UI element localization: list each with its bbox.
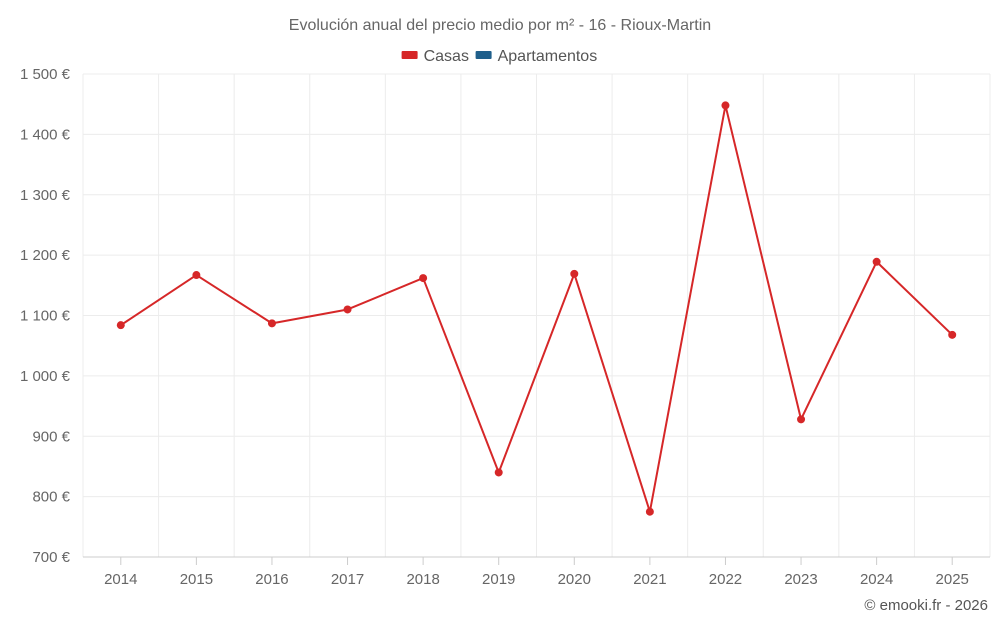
data-point-casas[interactable] [267, 319, 276, 328]
legend-swatch [401, 51, 418, 59]
x-tick-label: 2017 [331, 571, 364, 588]
y-tick-label: 1 000 € [20, 368, 71, 385]
data-point-casas[interactable] [645, 507, 654, 516]
x-tick-label: 2023 [784, 571, 817, 588]
legend-item-apartamentos[interactable]: Apartamentos [475, 48, 598, 65]
y-tick-label: 1 300 € [20, 187, 71, 204]
data-point-casas[interactable] [721, 101, 730, 110]
y-tick-label: 800 € [32, 489, 70, 506]
series-layer [116, 101, 957, 516]
legend-label: Casas [424, 48, 469, 65]
data-point-casas[interactable] [192, 271, 201, 280]
y-tick-label: 700 € [32, 549, 70, 566]
y-tick-label: 1 500 € [20, 66, 71, 83]
x-tick-label: 2014 [104, 571, 137, 588]
data-point-casas[interactable] [570, 269, 579, 278]
chart-title: Evolución anual del precio medio por m² … [289, 17, 711, 34]
x-tick-label: 2019 [482, 571, 515, 588]
data-point-casas[interactable] [419, 274, 428, 283]
y-tick-label: 900 € [32, 428, 70, 445]
legend-swatch [475, 51, 492, 59]
y-tick-label: 1 200 € [20, 247, 71, 264]
x-tick-label: 2021 [633, 571, 666, 588]
x-tick-label: 2022 [709, 571, 742, 588]
data-point-casas[interactable] [948, 330, 957, 339]
data-point-casas[interactable] [872, 257, 881, 266]
legend: Casas Apartamentos [401, 48, 598, 65]
x-tick-label: 2025 [936, 571, 969, 588]
data-point-casas[interactable] [494, 468, 503, 477]
x-tick-label: 2015 [180, 571, 213, 588]
y-tick-label: 1 400 € [20, 126, 71, 143]
x-tick-label: 2024 [860, 571, 893, 588]
x-tick-label: 2020 [558, 571, 591, 588]
data-point-casas[interactable] [343, 305, 352, 314]
grid [82, 73, 991, 557]
legend-label: Apartamentos [498, 48, 598, 65]
axes: 700 € 800 € 900 € 1 000 € 1 100 € 1 200 € 1 30… [20, 66, 990, 588]
data-point-casas[interactable] [797, 415, 806, 424]
x-tick-label: 2016 [255, 571, 288, 588]
y-tick-label: 1 100 € [20, 308, 71, 325]
series-line-casas [120, 104, 953, 513]
legend-item-casas[interactable]: Casas [401, 48, 469, 65]
credit-text: © emooki.fr - 2026 [864, 597, 988, 614]
x-tick-label: 2018 [406, 571, 439, 588]
data-point-casas[interactable] [116, 321, 125, 330]
